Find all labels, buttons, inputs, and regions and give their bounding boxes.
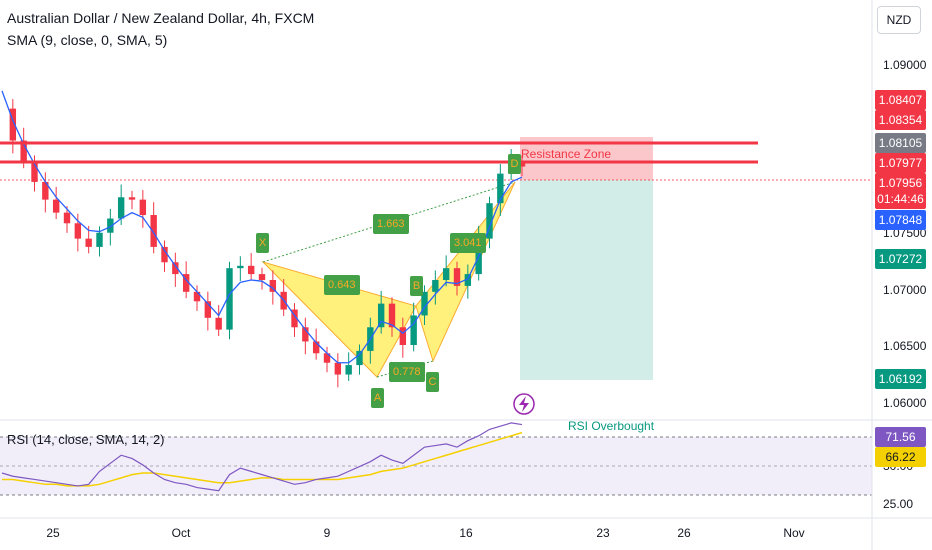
candle-body	[204, 301, 212, 318]
lightning-bolt-glyph	[519, 396, 529, 412]
candle-body	[312, 341, 320, 354]
time-axis-label: 23	[596, 526, 610, 540]
candle-body	[107, 218, 114, 233]
resistance-upper-tag: 1.08354	[875, 110, 926, 130]
pattern-point-x: X	[256, 233, 269, 253]
candle-body	[31, 161, 38, 182]
ratio-label-xd: 1.663	[373, 214, 409, 234]
candle-body	[345, 365, 352, 375]
candle-body	[226, 268, 233, 330]
sma-line	[1, 90, 523, 364]
candle-body	[74, 223, 82, 239]
candle-body	[269, 280, 277, 292]
candle-body	[182, 274, 190, 292]
candle-body	[421, 291, 428, 316]
candle-body	[399, 327, 407, 345]
candle-body	[96, 232, 103, 247]
candle-body	[172, 262, 179, 275]
time-axis-label: 26	[677, 526, 691, 540]
candle-body	[20, 140, 27, 162]
resistance-mid-tag: 1.08105	[875, 133, 926, 153]
sma-legend[interactable]: SMA (9, close, 0, SMA, 5)	[7, 32, 168, 48]
price-axis-label: 1.07000	[883, 283, 927, 297]
countdown-timer: 01:44:46	[877, 192, 924, 206]
currency-button[interactable]: NZD	[877, 6, 921, 34]
take-profit-zone[interactable]	[520, 180, 653, 380]
candle-body	[432, 280, 439, 292]
last-price-value: 1.07956	[878, 176, 923, 190]
rsi-value-tag: 71.56	[875, 427, 926, 447]
candle-body	[63, 212, 71, 224]
candle-body	[291, 309, 298, 328]
target-price-tag: 1.06192	[875, 369, 926, 389]
candle-body	[128, 197, 136, 200]
rsi-legend[interactable]: RSI (14, close, SMA, 14, 2)	[7, 432, 165, 447]
candle-body	[410, 315, 417, 345]
candle-body	[323, 353, 331, 363]
candle-body	[150, 215, 157, 247]
price-axis-label: 1.06000	[883, 396, 927, 410]
candle-body	[247, 265, 255, 275]
candle-body	[193, 291, 201, 302]
candle-body	[486, 203, 493, 239]
resistance-zone-label[interactable]: Resistance Zone	[521, 147, 612, 161]
ratio-label-xb: 0.643	[324, 275, 360, 295]
pattern-point-b: B	[410, 276, 423, 296]
candle-body	[464, 274, 472, 286]
rsi-overbought-label[interactable]: RSI Overbought	[568, 419, 655, 433]
chart-title: Australian Dollar / New Zealand Dollar, …	[7, 10, 315, 26]
time-axis-label: Nov	[783, 526, 805, 540]
price-axis-label: 1.06500	[883, 339, 927, 353]
candle-body	[377, 303, 385, 328]
candle-body	[453, 268, 461, 286]
candle-body	[9, 108, 17, 141]
ratio-label-ac: 0.778	[389, 362, 425, 382]
candle-body	[388, 303, 396, 328]
entry-tag: 1.07272	[875, 249, 926, 269]
time-axis-label: 9	[323, 526, 331, 540]
candle-body	[139, 199, 147, 215]
candle-body	[117, 197, 125, 219]
sma-price-tag: 1.07848	[875, 210, 926, 230]
candles	[9, 99, 526, 388]
candle-body	[302, 327, 309, 342]
pattern-point-a: A	[371, 388, 384, 408]
candle-body	[161, 246, 168, 263]
candle-body	[356, 350, 363, 366]
pattern-point-d: D	[508, 154, 521, 174]
rsi-ma-line	[2, 431, 523, 487]
candle-body	[258, 274, 266, 280]
rsi-ma-tag: 66.22	[875, 447, 926, 467]
candle-body	[334, 362, 342, 375]
time-axis-label: 25	[46, 526, 60, 540]
candle-body	[442, 268, 450, 280]
resistance-lower-tag: 1.07977	[875, 153, 926, 173]
candle-body	[518, 161, 526, 167]
candle-body	[85, 238, 92, 247]
candle-body	[52, 199, 60, 213]
candle-body	[497, 173, 504, 204]
candle-body	[42, 181, 49, 200]
pattern-point-c: C	[426, 372, 439, 392]
rsi-line	[1, 422, 523, 492]
rsi-axis-label: 25.00	[883, 497, 914, 511]
stop-price-tag: 1.08407	[875, 90, 926, 110]
time-axis-label: 16	[459, 526, 473, 540]
ratio-label-bd: 3.041	[450, 233, 486, 253]
main-pane	[0, 0, 872, 420]
last-price-tag: 1.07956 01:44:46	[875, 173, 926, 209]
candle-body	[237, 265, 244, 269]
candle-body	[215, 317, 222, 330]
time-axis-label: Oct	[171, 526, 191, 540]
price-axis-label: 1.09000	[883, 58, 927, 72]
